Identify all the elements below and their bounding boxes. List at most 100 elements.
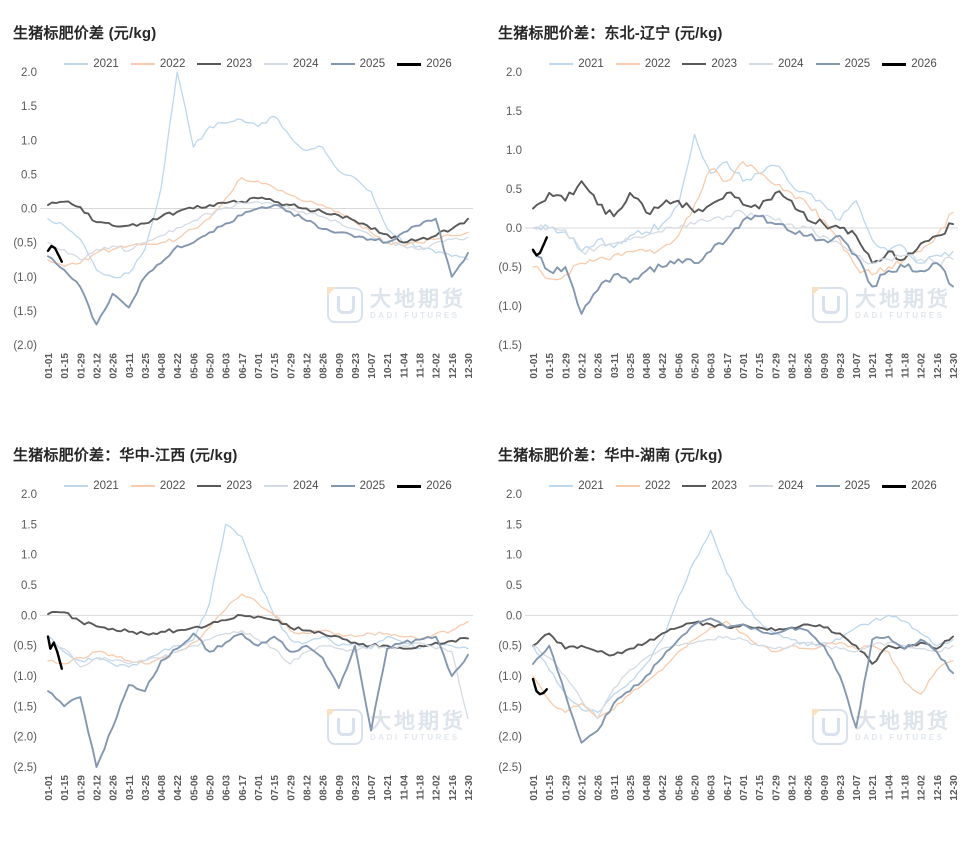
legend-label: 2025 [359,480,386,492]
x-tick-label: 06-17 [238,775,249,801]
legend-label: 2022 [644,58,671,70]
y-tick-label: 2.0 [506,67,522,79]
legend-swatch-2024 [749,485,773,487]
legend-item-2026: 2026 [882,58,937,70]
legend-item-2023: 2023 [682,58,737,70]
legend-item-2023: 2023 [682,480,737,492]
x-tick-label: 08-26 [319,775,330,801]
y-tick-label: (1.5) [498,340,522,352]
x-tick-label: 06-17 [238,353,249,379]
x-tick-label: 05-20 [206,775,217,801]
legend-item-2021: 2021 [64,58,119,70]
y-tick-label: (2.5) [13,762,37,774]
legend-swatch-2026 [882,62,907,66]
series-line-2022 [532,620,954,720]
series-line-2026 [531,677,548,696]
x-tick-label: 01-29 [76,353,87,379]
x-tick-label: 07-01 [254,775,265,801]
legend-item-2026: 2026 [397,480,452,492]
x-tick-label: 08-12 [302,353,313,379]
legend-label: 2025 [359,58,386,70]
chart-plot-svg: 2.0 1.5 1.0 0.5 0.0 (0.5) (1.0) (1.5) (2.0) (2.5)… [498,489,960,801]
legend-label: 2022 [159,480,186,492]
legend-swatch-2024 [749,63,773,65]
chart-title: 生猪标肥价差：华中-江西 (元/kg) [13,447,238,464]
legend-label: 2026 [426,480,452,492]
y-tick-label: 1.5 [506,519,522,531]
series-line-2025 [47,632,469,768]
series-line-2022 [47,177,469,268]
x-tick-label: 05-06 [189,353,200,379]
legend-item-2025: 2025 [330,480,386,492]
x-tick-label: 09-09 [820,775,831,801]
x-tick-label: 12-16 [448,353,459,379]
y-tick-label: 1.0 [506,145,522,157]
y-tick-label: (2.0) [498,732,522,744]
legend-item-2024: 2024 [749,480,804,492]
legend-swatch-2025 [815,485,840,487]
series-line-2024 [532,635,954,720]
legend-swatch-2024 [264,485,288,487]
y-tick-label: 2.0 [21,489,37,501]
legend-item-2024: 2024 [264,58,319,70]
y-tick-label: (0.5) [498,641,522,653]
legend-swatch-2021 [64,63,89,65]
y-tick-label: (0.5) [13,238,37,250]
x-tick-label: 03-25 [626,353,637,379]
legend-swatch-2024 [264,63,288,65]
legend-swatch-2025 [330,485,355,487]
y-tick-label: (2.0) [13,732,37,744]
x-tick-label: 09-23 [351,775,362,801]
x-tick-label: 11-04 [399,775,410,800]
legend-item-2021: 2021 [549,480,604,492]
y-tick-label: (2.5) [498,762,522,774]
legend-item-2023: 2023 [197,480,252,492]
x-tick-label: 11-04 [884,353,895,378]
x-tick-label: 07-15 [755,353,766,379]
legend-swatch-2026 [397,62,422,66]
y-tick-label: 0.5 [506,580,522,592]
x-tick-label: 06-03 [222,353,233,379]
y-tick-label: 1.0 [506,550,522,562]
chart-legend: 2021 2022 2023 2024 2025 2026 [38,56,478,72]
x-tick-label: 09-09 [335,353,346,379]
y-tick-label: (1.5) [498,701,522,713]
x-tick-label: 05-20 [691,353,702,379]
x-tick-label: 04-08 [157,353,168,379]
x-tick-label: 08-12 [787,353,798,379]
x-tick-label: 01-01 [529,775,540,801]
chart-title: 生猪标肥价差：华中-湖南 (元/kg) [498,447,723,464]
legend-item-2026: 2026 [882,480,937,492]
x-tick-label: 04-22 [658,353,669,379]
legend-item-2025: 2025 [815,480,870,492]
legend-swatch-2023 [682,485,707,487]
y-tick-label: 0.0 [21,204,37,216]
x-tick-label: 08-26 [804,775,815,801]
x-tick-label: 05-06 [674,775,685,801]
x-tick-label: 12-02 [432,353,443,379]
x-tick-label: 09-09 [335,775,346,801]
legend-swatch-2022 [130,485,155,487]
legend-label: 2024 [293,58,319,70]
series-line-2021 [532,529,954,714]
x-tick-label: 08-26 [319,353,330,379]
series-line-2021 [47,523,469,668]
x-tick-label: 11-18 [901,775,912,800]
legend-item-2025: 2025 [330,58,386,70]
y-tick-label: (1.5) [13,701,37,713]
x-tick-label: 02-12 [92,353,103,379]
x-tick-label: 12-02 [917,353,928,379]
x-tick-label: 04-08 [157,775,168,801]
x-tick-label: 11-04 [884,775,895,800]
legend-item-2025: 2025 [815,58,871,70]
legend-label: 2026 [911,58,937,70]
chart-legend: 2021 2022 2023 2024 2025 2026 [523,56,963,72]
chart-cell-central-jiangxi: 生猪标肥价差：华中-江西 (元/kg) 2021 2022 2023 2024 2025… [0,422,485,844]
legend-item-2026: 2026 [397,58,452,70]
y-tick-label: (2.0) [13,340,37,352]
chart-plot-svg: 2.0 1.5 1.0 0.5 0.0 (0.5) (1.0) (1.5) 01-01 01-15… [498,67,960,379]
x-tick-label: 12-30 [949,353,960,379]
legend-label: 2025 [844,58,871,70]
x-tick-label: 07-15 [270,775,281,801]
